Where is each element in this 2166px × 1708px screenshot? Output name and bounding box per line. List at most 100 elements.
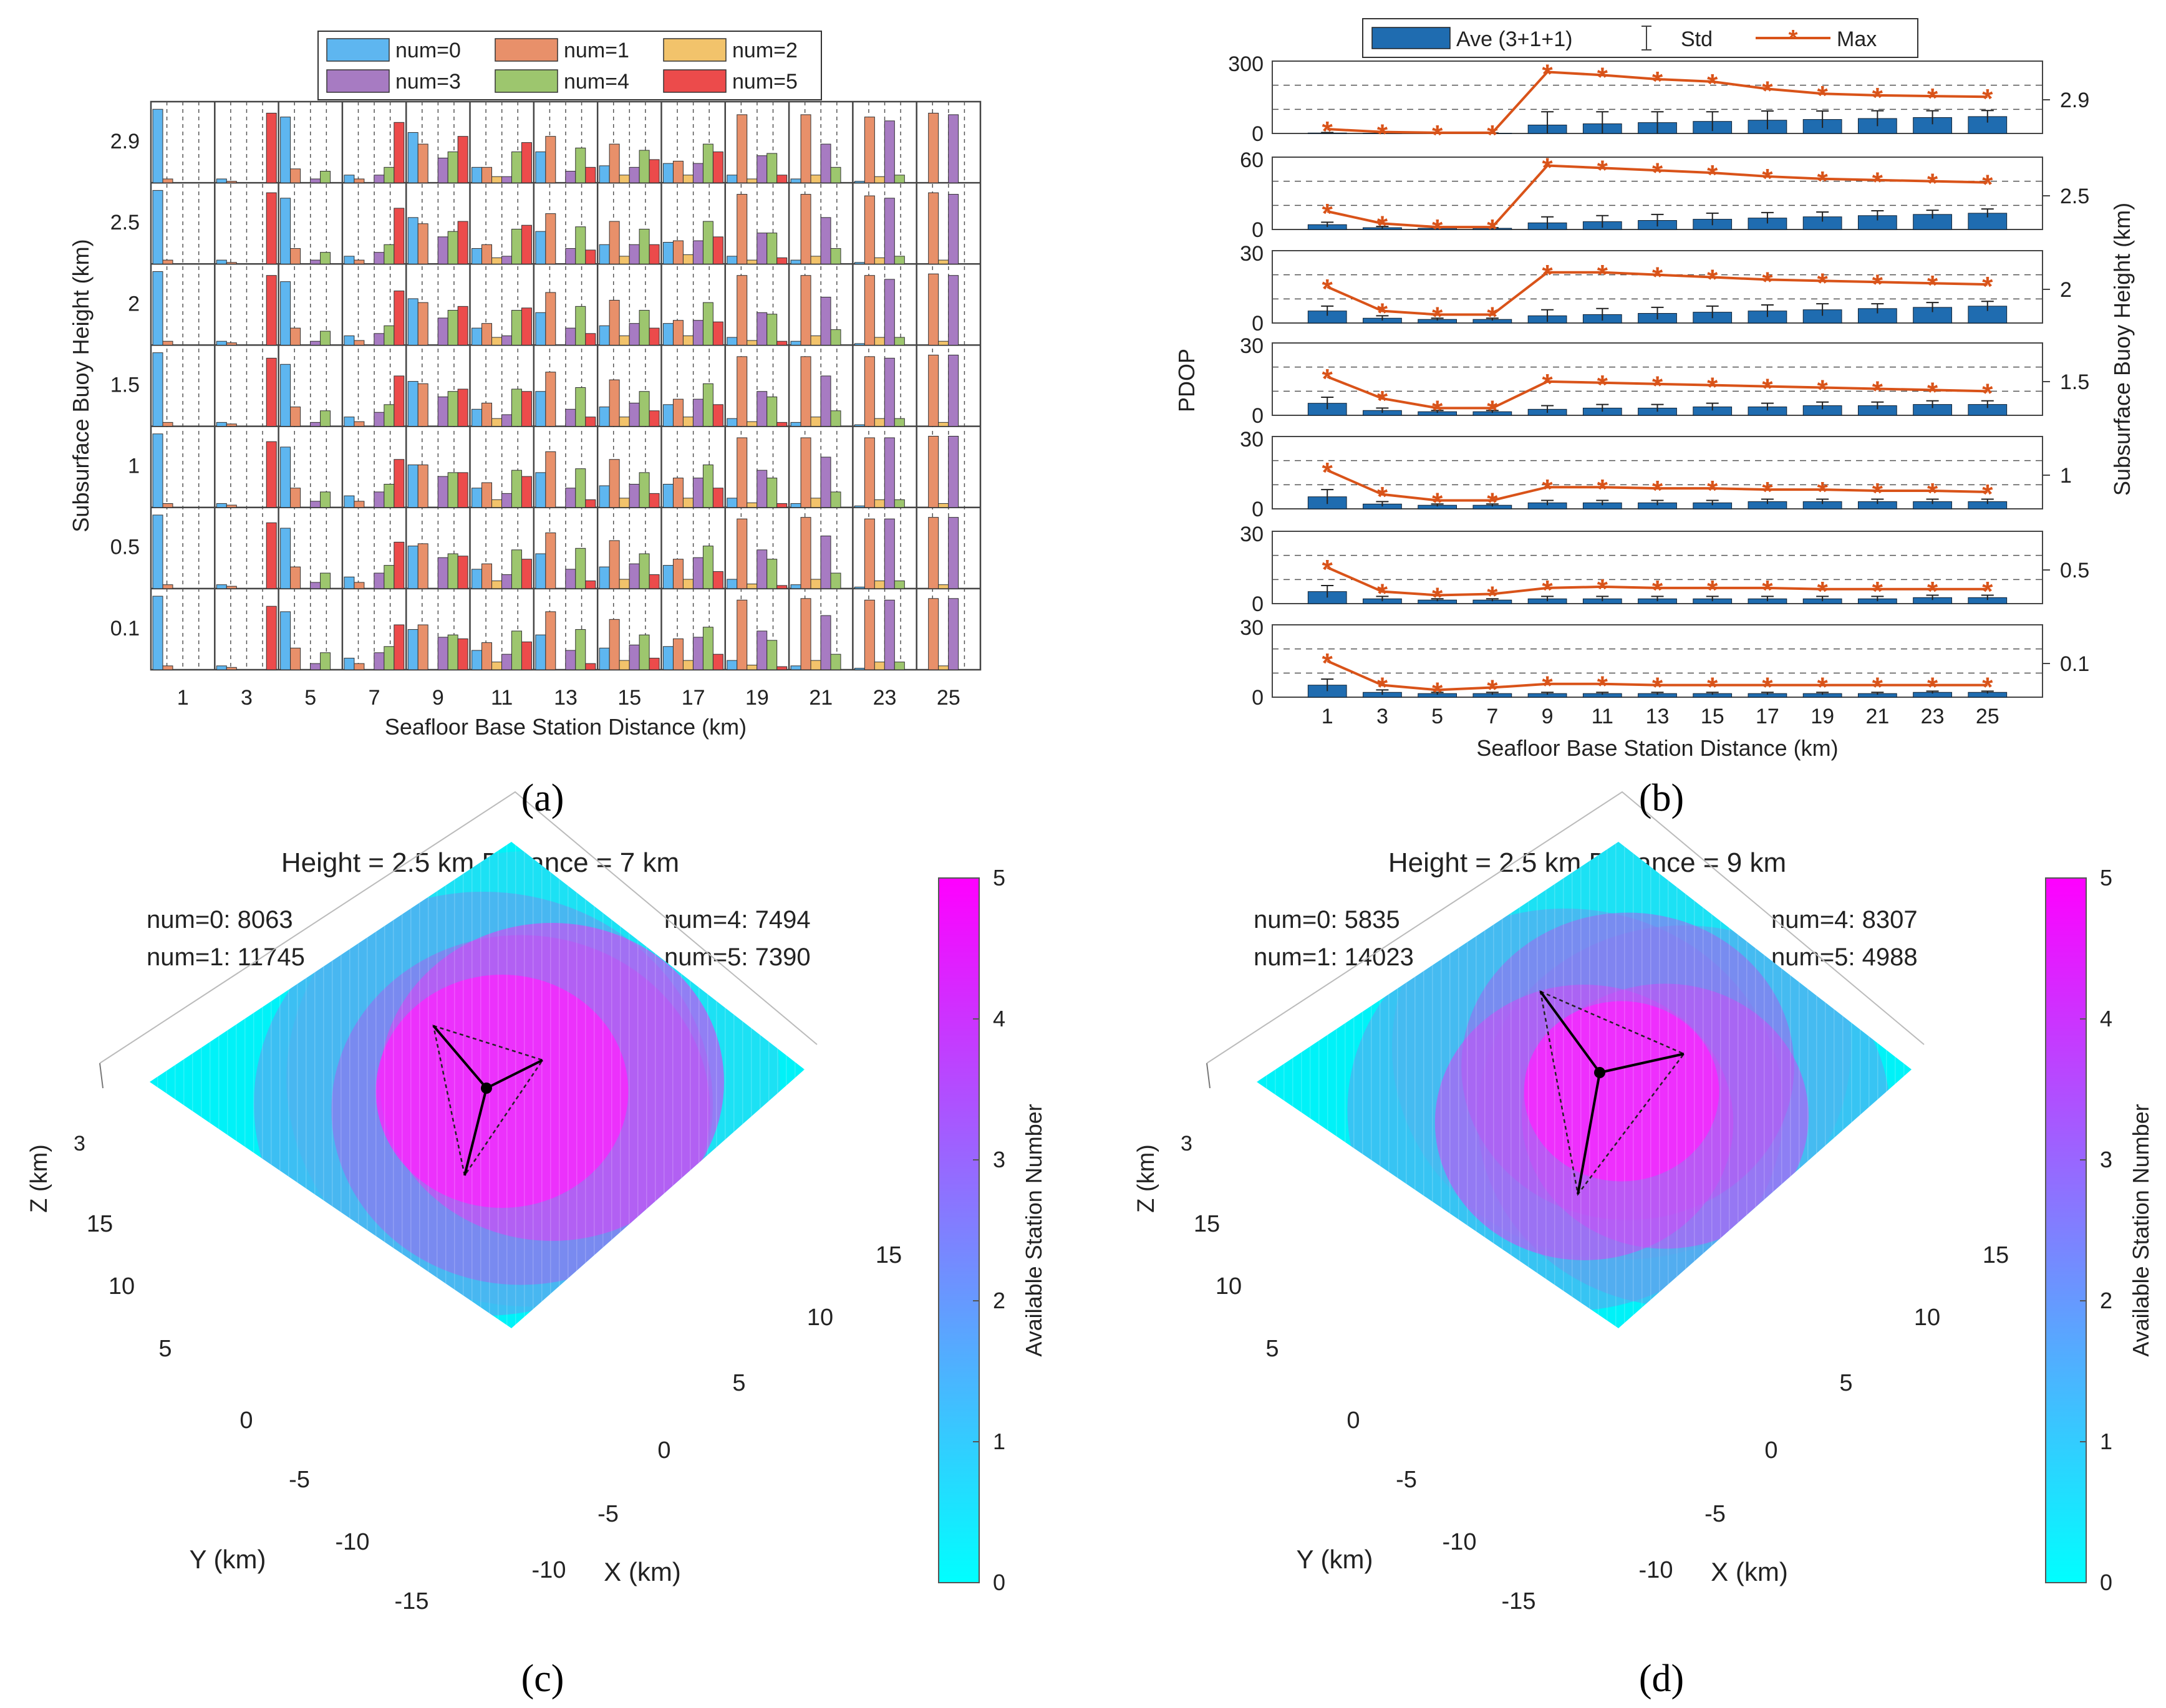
bar-a-h2-x21-num4	[830, 329, 841, 345]
xtick-d-5: 15	[1983, 1242, 2009, 1268]
xtick-b-15: 15	[1701, 705, 1724, 728]
bar-a-h2.9-x15-num5	[649, 159, 660, 183]
marker-b-max-h0.1-x7: *	[1487, 675, 1498, 705]
bar-a-h1-x13-num1	[545, 451, 556, 508]
marker-b-max-h2-x13: *	[1652, 262, 1663, 292]
marker-b-max-h1-x9: *	[1542, 474, 1554, 504]
bar-a-h0.1-x15-num1	[609, 619, 620, 670]
marker-b-max-h0.1-x3: *	[1377, 672, 1388, 703]
bar-a-h1-x23-num4	[894, 499, 905, 508]
marker-b-max-h0.1-x19: *	[1817, 672, 1829, 703]
marker-b-max-h0.1-x17: *	[1762, 672, 1773, 703]
bar-a-h0.1-x21-num4	[830, 654, 841, 670]
plot-b-frame-1.5	[1272, 342, 2043, 416]
bar-a-h0.1-x11-num3	[501, 654, 512, 670]
marker-b-max-h1.5-x17: *	[1762, 374, 1773, 404]
marker-b-max-h2-x23: *	[1927, 270, 1938, 301]
bar-a-h1-x23-num2	[874, 499, 885, 508]
bar-a-h2.9-x15-num1	[609, 143, 620, 183]
marker-b-max-h2.9-x11: *	[1597, 62, 1608, 92]
marker-b-max-h2.5-x11: *	[1597, 155, 1608, 185]
bar-a-h2.9-x11-num4	[511, 151, 522, 183]
marker-b-max-h2.5-x19: *	[1817, 166, 1829, 196]
count-c-num4: num=4: 7494	[664, 906, 811, 934]
bar-a-h2.9-x23-num3	[884, 120, 895, 183]
bar-a-h0.5-x13-num0	[535, 553, 546, 589]
bar-a-h0.5-x13-num1	[545, 532, 556, 589]
bar-a-h2-x3-num1	[226, 342, 237, 345]
cb-tick-c-4: 4	[993, 1006, 1005, 1031]
bar-a-h0.5-x9-num3	[437, 557, 448, 589]
xtick-d-3: 5	[1839, 1370, 1852, 1396]
bar-a-h2.5-x15-num2	[619, 256, 630, 264]
ytick-d-3: 0	[1346, 1407, 1360, 1434]
marker-b-max-h2.5-x13: *	[1652, 157, 1663, 188]
ytick-b-top-1: 30	[1240, 428, 1264, 451]
marker-b-max-h2.5-x25: *	[1982, 170, 1993, 200]
bar-a-h0.5-x23-num0	[854, 586, 865, 589]
bar-a-h1-x23-num0	[854, 505, 865, 508]
bar-a-h2.9-x19-num2	[747, 178, 758, 183]
xtick-a-25: 25	[937, 686, 960, 710]
bar-a-h1.5-x17-num4	[702, 383, 713, 427]
bar-a-h2-x17-num0	[662, 323, 674, 345]
marker-b-max-h2.9-x17: *	[1762, 75, 1773, 106]
bar-a-h1.5-x15-num3	[629, 402, 640, 427]
bar-a-h0.1-x13-num0	[535, 634, 546, 670]
bar-a-h0.1-x13-num1	[545, 611, 556, 670]
ytick-c-2: -5	[289, 1467, 310, 1493]
bar-a-h0.5-x9-num4	[447, 553, 458, 589]
bar-a-h1-x19-num0	[727, 498, 738, 508]
z-axis-c	[99, 1063, 104, 1089]
bar-a-h2.5-x17-num0	[662, 242, 674, 264]
count-d-num5: num=5: 4988	[1771, 943, 1918, 971]
bar-a-h1-x17-num2	[682, 498, 694, 508]
bar-a-h1-x13-num3	[565, 488, 576, 508]
bar-a-h1.5-x11-num5	[521, 391, 532, 427]
bar-a-h2.9-x21-num4	[830, 166, 841, 183]
bar-a-h2.9-x23-num4	[894, 175, 905, 183]
zlabel-c: Z (km)	[26, 1144, 52, 1213]
bar-a-h2.5-x7-num0	[344, 256, 355, 264]
bar-a-h2-x9-num0	[407, 298, 418, 345]
height-label-b-0.1: 0.1	[2060, 652, 2089, 676]
marker-b-max-h0.5-x23: *	[1927, 576, 1938, 607]
caption-d: (d)	[1639, 1657, 1684, 1700]
marker-b-max-h1-x11: *	[1597, 474, 1608, 504]
marker-b-max-h0.5-x15: *	[1707, 575, 1718, 606]
ytick-b-top-2.5: 60	[1240, 148, 1264, 172]
marker-b-max-h0.1-x25: *	[1982, 672, 1993, 703]
bar-a-h2.5-x15-num1	[609, 221, 620, 264]
xlabel-d: X (km)	[1711, 1557, 1788, 1586]
cb-tick-c-1: 1	[993, 1429, 1005, 1454]
bar-a-h1-x13-num0	[535, 472, 546, 508]
bar-a-h2.9-x11-num3	[501, 176, 512, 183]
bar-a-h2.5-x25-num2	[938, 259, 949, 264]
bar-a-h2.9-x9-num1	[417, 143, 428, 183]
bar-a-h1.5-x11-num1	[481, 402, 493, 427]
bar-a-h0.5-x19-num1	[737, 518, 748, 589]
ytick-b-top-0.5: 30	[1240, 523, 1264, 546]
count-d-num4: num=4: 8307	[1771, 906, 1918, 934]
bar-a-h0.1-x11-num0	[471, 650, 483, 670]
xtick-c-5: 15	[876, 1242, 902, 1268]
bar-a-h0.5-x17-num3	[692, 557, 703, 589]
line-b-max-h0.5	[1327, 566, 1988, 597]
bar-a-h2.9-x25-num1	[928, 112, 939, 183]
bar-a-h1.5-x11-num2	[491, 418, 502, 427]
bar-a-h0.1-x7-num3	[374, 652, 385, 670]
marker-b-max-h2-x15: *	[1707, 264, 1718, 295]
caption-b: (b)	[1639, 777, 1684, 819]
ytick-c-4: 5	[158, 1336, 172, 1362]
bar-a-h2.5-x5-num3	[310, 259, 321, 264]
bar-a-h1-x11-num3	[501, 493, 512, 508]
marker-b-max-h0.1-x9: *	[1542, 671, 1554, 702]
bar-a-h2-x25-num3	[948, 275, 959, 345]
bar-a-h0.1-x3-num0	[216, 665, 227, 670]
colorbar-d	[2045, 877, 2087, 1583]
marker-b-max-h1-x21: *	[1872, 478, 1883, 508]
legend-b-ave-swatch	[1371, 27, 1451, 49]
xtick-c-3: 5	[732, 1370, 745, 1396]
bar-a-h1.5-x23-num1	[864, 356, 875, 427]
